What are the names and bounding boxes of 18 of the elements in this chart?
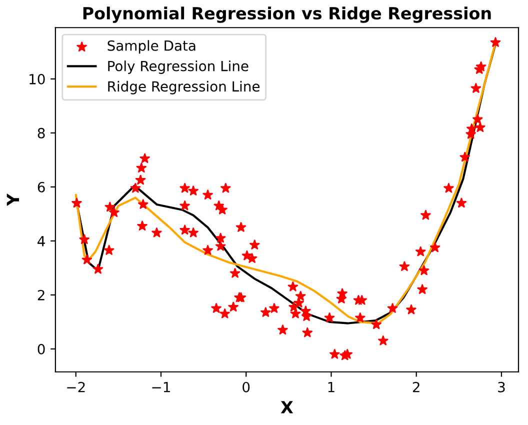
x-tick-label: −1 (152, 382, 170, 392)
y-tick-label: 2 (38, 290, 44, 300)
legend-label: Poly Regression Line (108, 60, 248, 74)
x-tick-label: 3 (498, 382, 505, 392)
x-axis-title: X (280, 401, 294, 414)
y-axis-title: Y (6, 194, 20, 206)
legend-label: Ridge Regression Line (108, 80, 260, 94)
x-tick-label: 2 (412, 382, 420, 392)
y-tick-label: 10 (30, 74, 45, 84)
chart-title: Polynomial Regression vs Ridge Regression (83, 6, 491, 23)
legend-label: Sample Data (108, 40, 196, 54)
y-tick-label: 4 (38, 236, 45, 246)
y-tick-label: 8 (38, 128, 45, 138)
x-tick-label: −2 (67, 382, 85, 392)
y-tick-label: 6 (38, 182, 45, 192)
x-tick-label: 0 (242, 382, 250, 392)
x-tick-label: 1 (328, 382, 334, 392)
y-tick-label: 0 (38, 344, 45, 354)
